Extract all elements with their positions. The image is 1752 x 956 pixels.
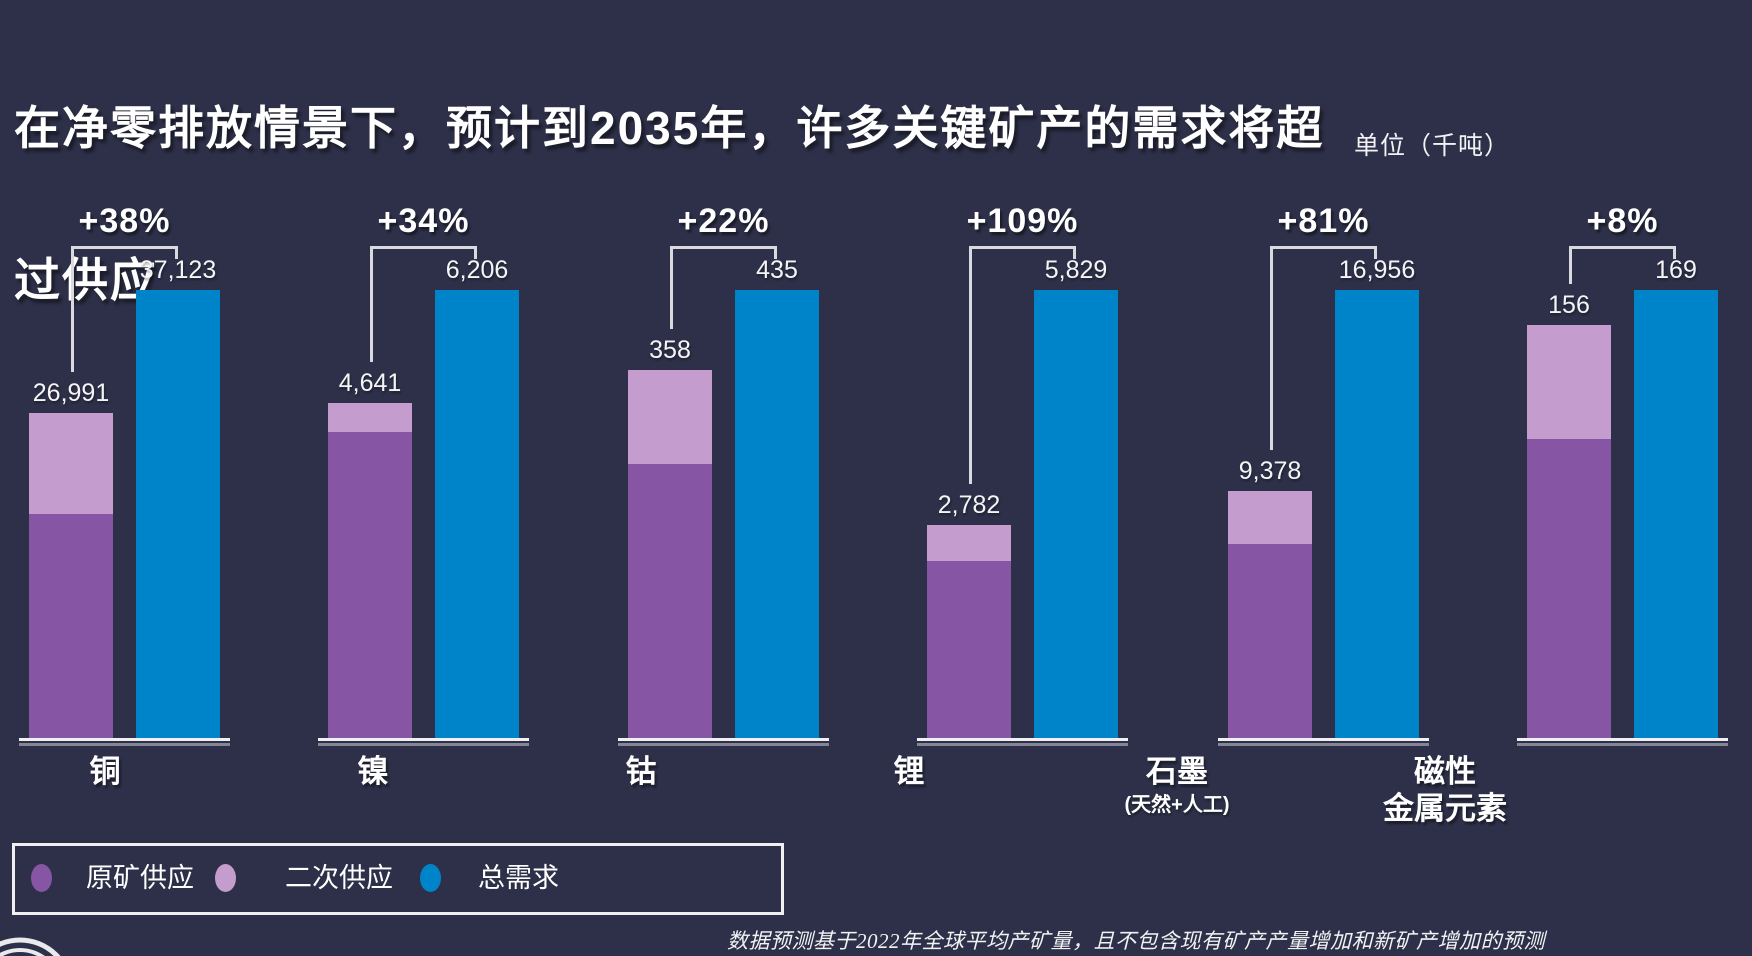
supply-bar [29, 413, 113, 740]
supply-value-label: 358 [649, 336, 691, 364]
legend-label-total-demand: 总需求 [478, 863, 559, 893]
bracket-line-right [774, 246, 777, 259]
bracket-line-left [670, 246, 673, 329]
supply-bar [1228, 491, 1312, 740]
axis-baseline [1218, 738, 1429, 741]
bracket-line-left [969, 246, 972, 484]
supply-value-label: 2,782 [937, 491, 1001, 519]
bracket-line-horizontal [1270, 246, 1377, 249]
demand-value-label: 5,829 [1044, 256, 1108, 284]
supply-value-label: 9,378 [1238, 457, 1302, 485]
bracket-line-right [1673, 246, 1676, 259]
page-title-line1: 在净零排放情景下，预计到2035年，许多关键矿产的需求将超 [14, 102, 1325, 154]
supply-bar [628, 370, 712, 740]
bracket-line-left [370, 246, 373, 362]
bracket-line-right [474, 246, 477, 259]
pct-label: +22% [677, 202, 770, 240]
pct-label: +109% [966, 202, 1079, 240]
demand-value-label: 169 [1655, 256, 1697, 284]
legend-marker-total-demand [420, 864, 441, 892]
bracket-line-horizontal [1569, 246, 1676, 249]
bracket-line-right [1073, 246, 1076, 259]
demand-value-label: 435 [756, 256, 798, 284]
axis-baseline [318, 738, 529, 741]
unit-label: 单位（千吨） [1353, 132, 1510, 160]
bracket-line-right [1374, 246, 1377, 259]
mineral-label: 石墨 [1146, 754, 1208, 789]
demand-value-label: 37,123 [139, 256, 217, 284]
supply-primary-segment [628, 464, 712, 740]
bracket-line-horizontal [670, 246, 777, 249]
mineral-label: 镍 [357, 754, 389, 789]
supply-primary-segment [1527, 439, 1611, 740]
supply-primary-segment [29, 514, 113, 740]
legend: 原矿供应 二次供应 总需求 [12, 843, 784, 915]
demand-bar [1634, 290, 1718, 740]
pct-label: +34% [377, 202, 470, 240]
footnote: 数据预测基于2022年全球平均产矿量，且不包含现有矿产产量增加和新矿产增加的预测 [727, 929, 1545, 953]
axis-baseline [19, 738, 230, 741]
supply-bar [1527, 325, 1611, 740]
demand-bar [136, 290, 220, 740]
supply-secondary-segment [328, 403, 412, 432]
legend-marker-primary-supply [31, 864, 52, 892]
supply-value-label: 4,641 [338, 369, 402, 397]
demand-value-label: 16,956 [1338, 256, 1416, 284]
supply-bar [927, 525, 1011, 740]
pct-label: +8% [1586, 202, 1659, 240]
mineral-sublabel: (天然+人工) [1124, 794, 1230, 816]
demand-bar [435, 290, 519, 740]
supply-bar [328, 403, 412, 740]
supply-secondary-segment [1228, 491, 1312, 544]
bracket-line-left [71, 246, 74, 372]
supply-secondary-segment [29, 413, 113, 514]
demand-bar [1034, 290, 1118, 740]
bracket-line-right [175, 246, 178, 259]
supply-value-label: 26,991 [32, 379, 110, 407]
supply-primary-segment [927, 561, 1011, 740]
pct-label: +38% [78, 202, 171, 240]
bracket-line-horizontal [71, 246, 178, 249]
legend-label-primary-supply: 原矿供应 [86, 863, 194, 893]
supply-value-label: 156 [1548, 291, 1590, 319]
page-title-line2: 过供应 [14, 254, 158, 306]
bracket-line-horizontal [370, 246, 477, 249]
bracket-line-left [1569, 246, 1572, 284]
supply-primary-segment [1228, 544, 1312, 740]
corner-logo-arc [0, 937, 61, 956]
axis-baseline [618, 738, 829, 741]
legend-label-secondary-supply: 二次供应 [285, 863, 393, 893]
mineral-label: 铜 [89, 754, 121, 789]
supply-secondary-segment [1527, 325, 1611, 439]
supply-secondary-segment [927, 525, 1011, 561]
bracket-line-horizontal [969, 246, 1076, 249]
demand-value-label: 6,206 [445, 256, 509, 284]
demand-bar [735, 290, 819, 740]
mineral-label: 钴 [625, 754, 657, 789]
mineral-label: 磁性 金属元素 [1383, 754, 1507, 826]
supply-primary-segment [328, 432, 412, 740]
legend-marker-secondary-supply [215, 864, 236, 892]
demand-bar [1335, 290, 1419, 740]
pct-label: +81% [1277, 202, 1370, 240]
axis-baseline [917, 738, 1128, 741]
page-title: 在净零排放情景下，预计到2035年，许多关键矿产的需求将超 过供应 [14, 14, 1574, 318]
axis-baseline [1517, 738, 1728, 741]
bracket-line-left [1270, 246, 1273, 450]
supply-secondary-segment [628, 370, 712, 464]
mineral-label: 锂 [893, 754, 925, 789]
